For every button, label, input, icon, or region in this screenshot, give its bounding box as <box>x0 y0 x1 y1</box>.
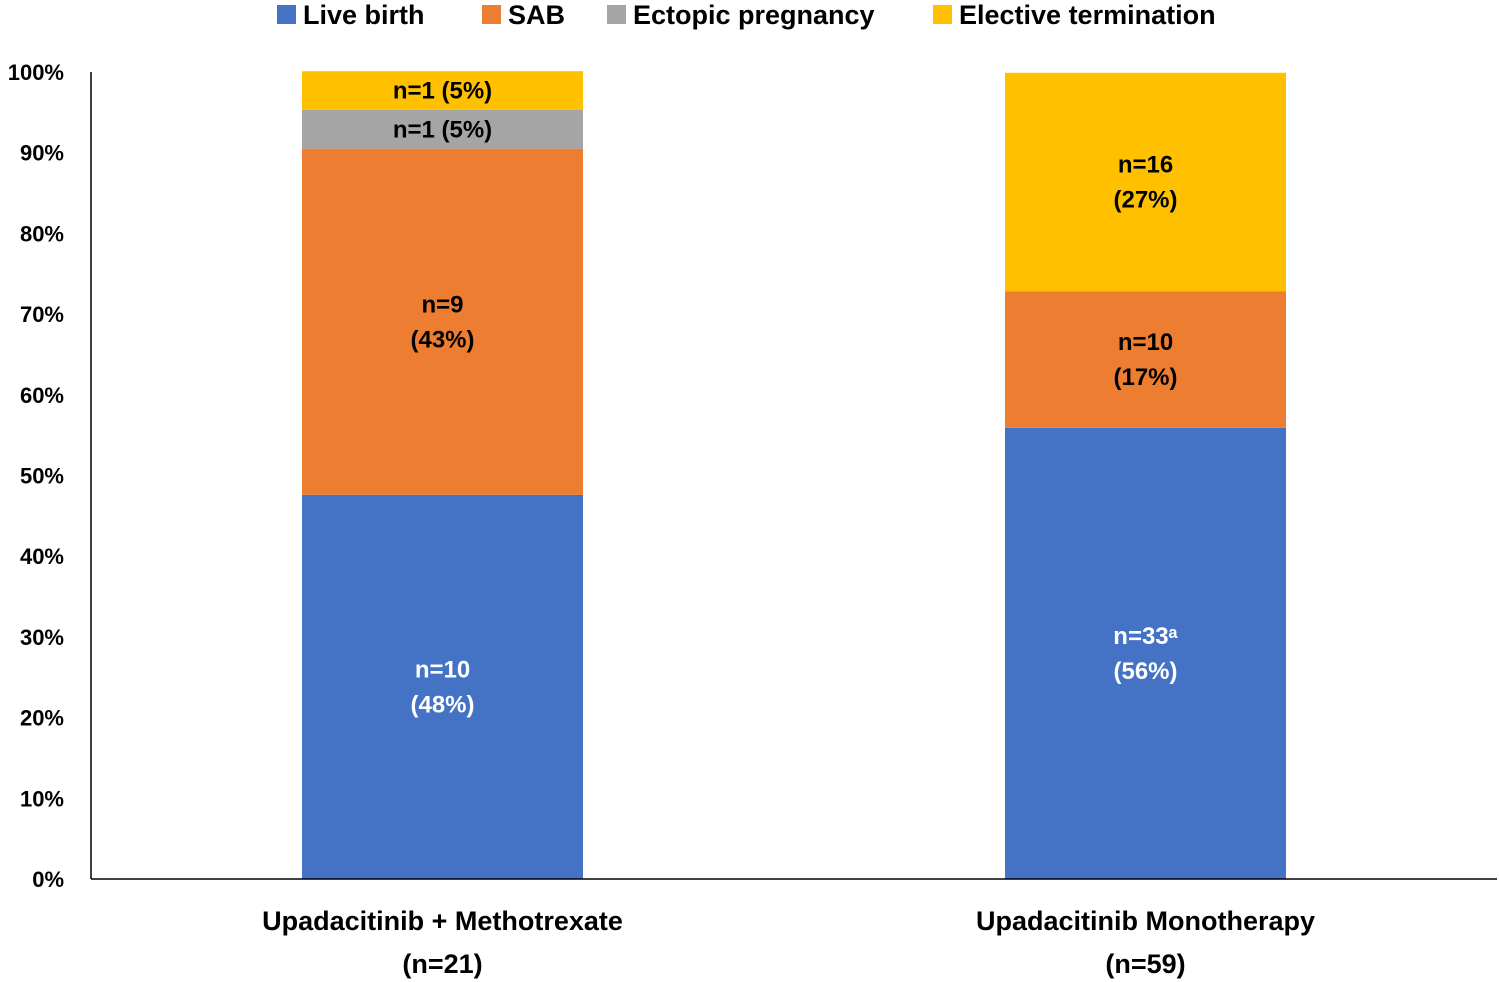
legend: Live birth SAB Ectopic pregnancy Elective t… <box>277 0 1216 30</box>
bar-segment-sab <box>302 148 583 495</box>
y-tick-label: 0% <box>32 867 64 892</box>
x-category-label: Upadacitinib Monotherapy <box>976 906 1315 936</box>
x-category-sublabel: (n=59) <box>1105 949 1185 979</box>
y-tick-label: 10% <box>20 786 64 811</box>
data-label: (43%) <box>410 326 474 353</box>
data-label: (17%) <box>1113 364 1177 391</box>
data-label: n=33ᵃ <box>1113 623 1177 650</box>
bar-segment-elective-termination <box>1005 72 1286 292</box>
data-label: (27%) <box>1113 187 1177 214</box>
legend-label-sab: SAB <box>508 0 565 30</box>
y-tick-label: 60% <box>20 383 64 408</box>
legend-label-elective-termination: Elective termination <box>959 0 1216 30</box>
y-tick-label: 90% <box>20 141 64 166</box>
data-label: n=10 <box>1118 329 1173 356</box>
x-category-label: Upadacitinib + Methotrexate <box>262 906 623 936</box>
y-tick-label: 80% <box>20 221 64 246</box>
bar-segment-live-birth <box>302 494 583 879</box>
data-label: (48%) <box>410 691 474 718</box>
legend-label-ectopic-pregnancy: Ectopic pregnancy <box>633 0 875 30</box>
x-category-sublabel: (n=21) <box>402 949 482 979</box>
data-label: n=9 <box>421 291 463 318</box>
bar-segment-elective-termination <box>302 71 583 110</box>
y-tick-label: 70% <box>20 302 64 327</box>
y-tick-label: 30% <box>20 625 64 650</box>
x-axis: Upadacitinib + Methotrexate (n=21) Upadaci… <box>91 878 1497 979</box>
legend-label-live-birth: Live birth <box>303 0 425 30</box>
bar-segment-ectopic-pregnancy <box>302 109 583 149</box>
y-tick-label: 50% <box>20 464 64 489</box>
y-tick-label: 100% <box>8 60 64 85</box>
y-tick-label: 40% <box>20 544 64 569</box>
legend-swatch-elective-termination <box>933 5 952 24</box>
y-tick-label: 20% <box>20 706 64 731</box>
data-label: n=16 <box>1118 152 1173 179</box>
bar-segment-sab <box>1005 291 1286 428</box>
data-label: (56%) <box>1113 658 1177 685</box>
legend-swatch-live-birth <box>277 5 296 24</box>
bars: n=10 (48%) n=9 (43%) n=1 (5%) n=1 (5%) n=33ᵃ (5… <box>302 71 1286 879</box>
bar-segment-live-birth <box>1005 427 1286 879</box>
data-label: n=1 (5%) <box>393 78 492 105</box>
data-label: n=10 <box>415 656 470 683</box>
legend-swatch-ectopic-pregnancy <box>607 5 626 24</box>
legend-swatch-sab <box>482 5 501 24</box>
y-axis: 0% 10% 20% 30% 40% 50% 60% 70% 80% 90% 100% <box>8 60 92 892</box>
data-label: n=1 (5%) <box>393 116 492 143</box>
